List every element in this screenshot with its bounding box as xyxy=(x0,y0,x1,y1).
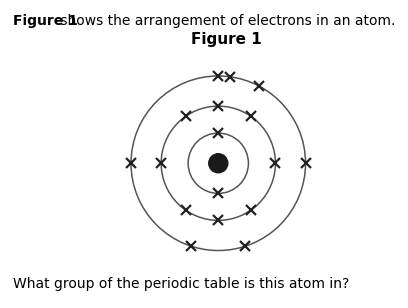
Circle shape xyxy=(209,154,228,173)
Text: What group of the periodic table is this atom in?: What group of the periodic table is this… xyxy=(13,277,349,291)
Text: Figure 1: Figure 1 xyxy=(13,14,78,28)
Text: shows the arrangement of electrons in an atom.: shows the arrangement of electrons in an… xyxy=(56,14,395,28)
Text: Figure 1: Figure 1 xyxy=(191,32,262,47)
